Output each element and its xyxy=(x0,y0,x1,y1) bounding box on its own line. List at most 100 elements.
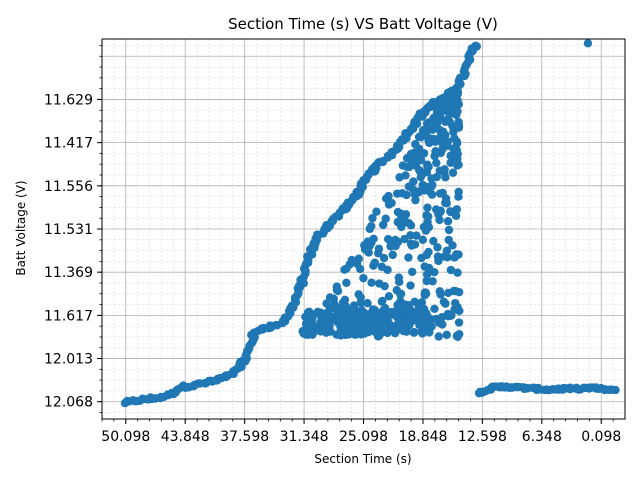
data-point xyxy=(404,253,413,262)
data-point xyxy=(442,330,451,340)
x-tick-label: 43.848 xyxy=(161,429,210,445)
data-point xyxy=(406,239,416,249)
data-point xyxy=(377,262,387,271)
data-point xyxy=(429,236,438,246)
data-point xyxy=(322,309,331,319)
data-point xyxy=(415,314,424,323)
data-point xyxy=(338,311,347,320)
data-point xyxy=(406,312,415,322)
data-point xyxy=(356,330,366,339)
data-point xyxy=(379,253,389,263)
y-tick-label: 11.369 xyxy=(44,265,93,281)
data-point xyxy=(451,298,460,308)
data-point xyxy=(321,328,331,337)
data-point xyxy=(370,258,379,267)
data-point xyxy=(454,187,463,197)
data-point xyxy=(441,173,450,182)
data-point xyxy=(422,270,432,279)
data-point xyxy=(364,320,373,330)
data-point xyxy=(393,300,402,310)
y-tick-label: 11.556 xyxy=(44,179,93,195)
data-point xyxy=(308,330,317,339)
data-point xyxy=(444,225,454,235)
data-point xyxy=(339,324,348,333)
data-point xyxy=(452,331,462,341)
data-point xyxy=(363,299,372,308)
data-point xyxy=(396,290,405,299)
data-point xyxy=(318,322,327,331)
data-point xyxy=(611,385,620,395)
data-point xyxy=(444,288,453,298)
data-point xyxy=(445,311,455,321)
x-tick-label: 25.098 xyxy=(339,429,388,445)
data-point xyxy=(454,287,464,297)
data-point xyxy=(380,281,389,291)
data-point xyxy=(453,161,462,170)
data-point xyxy=(441,140,450,149)
x-axis-ticks: 50.098 43.848 37.598 31.348 25.098 18.848 12.5… xyxy=(101,419,621,445)
data-point xyxy=(322,299,331,308)
x-tick-label: 50.098 xyxy=(101,429,150,445)
data-point xyxy=(406,231,415,240)
data-point xyxy=(414,132,424,142)
data-point xyxy=(350,330,359,339)
data-point xyxy=(432,103,441,113)
data-point xyxy=(422,182,431,192)
data-point xyxy=(384,191,393,201)
data-point xyxy=(351,320,361,330)
y-tick-label: 12.013 xyxy=(44,352,93,368)
data-point xyxy=(453,268,462,277)
y-tick-label: 11.629 xyxy=(44,92,93,108)
data-point xyxy=(315,308,324,318)
data-point xyxy=(424,136,433,146)
data-point xyxy=(454,121,464,130)
x-tick-label: 0.098 xyxy=(581,429,621,445)
data-point xyxy=(307,321,317,331)
x-tick-label: 12.598 xyxy=(458,429,507,445)
data-point xyxy=(401,210,411,219)
data-point xyxy=(409,177,418,186)
data-point xyxy=(345,260,354,269)
data-point xyxy=(439,297,449,307)
data-point xyxy=(388,250,397,260)
data-point xyxy=(407,267,417,277)
data-point xyxy=(425,120,434,130)
data-point xyxy=(360,245,370,254)
data-point xyxy=(333,286,343,296)
data-point xyxy=(377,319,387,328)
data-point xyxy=(471,41,480,50)
data-point xyxy=(412,231,421,240)
y-axis-label: Batt Voltage (V) xyxy=(14,180,28,275)
data-point xyxy=(415,167,425,176)
data-point xyxy=(418,235,428,245)
data-point xyxy=(430,151,439,161)
y-axis-ticks: 12.068 12.013 11.617 11.369 11.531 11.556 11.4… xyxy=(44,45,102,413)
data-point xyxy=(418,329,427,338)
data-point xyxy=(402,190,411,200)
data-point xyxy=(434,210,443,219)
x-tick-label: 18.848 xyxy=(398,429,447,445)
data-point xyxy=(332,330,341,339)
data-point xyxy=(378,220,388,230)
data-point xyxy=(430,304,439,313)
data-point xyxy=(427,174,436,183)
data-point xyxy=(422,318,432,327)
data-point xyxy=(446,207,455,216)
data-point xyxy=(382,312,392,321)
data-point xyxy=(437,130,447,139)
data-point xyxy=(356,308,365,317)
data-point xyxy=(423,212,433,221)
data-point xyxy=(393,237,403,247)
data-point xyxy=(438,320,447,329)
data-point xyxy=(388,326,397,335)
data-point xyxy=(272,320,281,330)
data-point xyxy=(359,273,368,283)
data-points xyxy=(120,39,620,408)
data-point xyxy=(391,311,401,321)
data-point xyxy=(384,292,394,301)
data-point xyxy=(448,168,458,177)
data-point xyxy=(583,39,593,48)
data-point xyxy=(446,109,455,118)
data-point xyxy=(401,171,410,180)
